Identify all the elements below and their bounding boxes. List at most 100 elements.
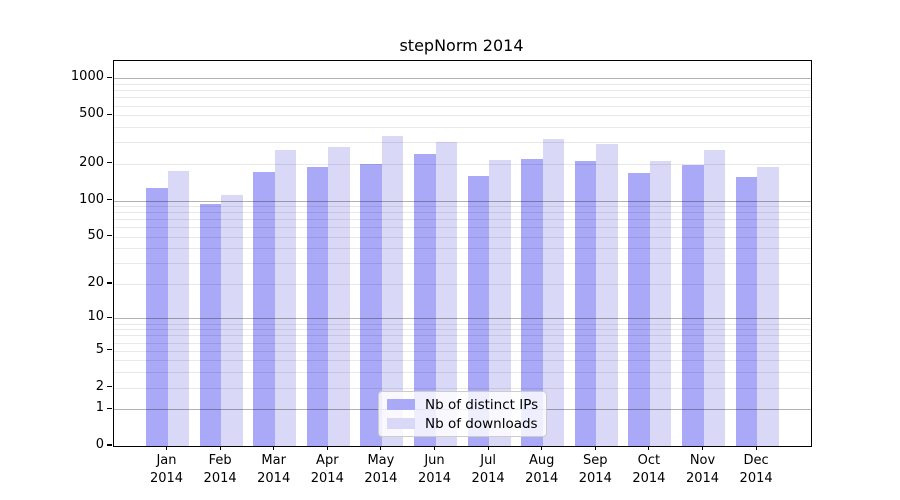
bar-downloads-jan xyxy=(167,170,189,446)
bar-downloads-jul xyxy=(489,160,511,446)
bar-downloads-dec xyxy=(757,166,779,446)
x-tick-mar xyxy=(273,446,275,450)
y-tick-label-100: 100 xyxy=(79,191,104,207)
bar-ips-apr xyxy=(306,167,329,446)
x-tick-label-dec: Dec 2014 xyxy=(739,453,773,486)
gridline-60 xyxy=(114,227,811,229)
bar-ips-oct xyxy=(628,172,650,446)
gridline-90 xyxy=(114,206,811,207)
bar-downloads-apr xyxy=(328,147,350,446)
gridline-3 xyxy=(114,372,811,374)
legend-label-distinct-ips: Nb of distinct IPs xyxy=(425,396,539,413)
y-tick-label-10: 10 xyxy=(87,309,104,325)
bar-downloads-may xyxy=(381,135,404,446)
y-tick-label-5: 5 xyxy=(95,341,104,357)
y-tick-label-2: 2 xyxy=(95,378,104,394)
x-tick-dec xyxy=(755,446,757,450)
gridline-5 xyxy=(114,350,811,352)
bar-ips-nov xyxy=(682,164,704,446)
x-tick-may xyxy=(380,446,382,450)
bar-ips-sep xyxy=(574,160,597,446)
gridline-50 xyxy=(114,236,811,238)
y-tick-1 xyxy=(107,407,112,409)
y-tick-500 xyxy=(107,113,112,115)
y-tick-label-1000: 1000 xyxy=(70,69,104,85)
x-tick-label-jan: Jan 2014 xyxy=(149,453,184,486)
gridline-6 xyxy=(114,342,811,344)
x-tick-jul xyxy=(487,446,489,450)
gridline-400 xyxy=(114,127,811,129)
y-tick-200 xyxy=(107,162,112,164)
bar-downloads-mar xyxy=(274,150,297,446)
y-tick-20 xyxy=(107,282,112,284)
gridline-300 xyxy=(114,142,811,144)
x-tick-label-feb: Feb 2014 xyxy=(203,453,237,486)
bar-downloads-jun xyxy=(435,141,457,446)
gridline-40 xyxy=(114,248,811,250)
bar-downloads-nov xyxy=(703,150,725,446)
x-tick-apr xyxy=(326,446,328,450)
x-tick-label-may: May 2014 xyxy=(364,453,398,486)
chart-title: stepNorm 2014 xyxy=(399,36,524,55)
legend-item-downloads: Nb of downloads xyxy=(387,416,538,432)
y-tick-10 xyxy=(107,316,112,318)
legend-swatch-distinct-ips xyxy=(387,399,415,410)
bar-downloads-sep xyxy=(596,144,618,446)
bar-ips-jun xyxy=(414,154,436,446)
gridline-80 xyxy=(114,212,811,214)
gridline-2 xyxy=(114,387,811,389)
bar-ips-jul xyxy=(467,176,490,446)
bar-ips-mar xyxy=(253,171,275,446)
x-tick-sep xyxy=(594,446,596,450)
gridline-9 xyxy=(114,323,811,325)
gridline-30 xyxy=(114,263,811,265)
x-tick-label-jun: Jun 2014 xyxy=(417,453,452,486)
gridline-1000 xyxy=(114,78,811,80)
x-tick-label-apr: Apr 2014 xyxy=(310,453,344,486)
gridline-8 xyxy=(114,329,811,331)
bar-ips-feb xyxy=(199,204,222,446)
gridline-100 xyxy=(114,200,811,202)
y-tick-label-0: 0 xyxy=(95,437,104,452)
plot-area xyxy=(113,60,812,447)
x-tick-jan xyxy=(165,446,168,450)
legend-swatch-downloads xyxy=(387,418,415,429)
gridline-600 xyxy=(114,105,811,107)
y-tick-100 xyxy=(107,198,112,201)
gridline-200 xyxy=(114,163,811,165)
gridline-4 xyxy=(114,360,811,362)
y-tick-label-1: 1 xyxy=(95,400,104,416)
bar-downloads-aug xyxy=(542,139,565,446)
gridline-70 xyxy=(114,219,811,221)
bar-ips-aug xyxy=(521,159,543,446)
y-tick-5 xyxy=(107,349,112,351)
x-tick-label-mar: Mar 2014 xyxy=(257,453,291,486)
y-tick-0 xyxy=(107,444,112,446)
gridline-7 xyxy=(114,335,811,337)
x-tick-aug xyxy=(541,446,543,450)
x-tick-label-nov: Nov 2014 xyxy=(685,453,720,486)
y-tick-label-500: 500 xyxy=(79,106,104,122)
legend: Nb of distinct IPs Nb of downloads xyxy=(378,391,547,437)
legend-label-downloads: Nb of downloads xyxy=(425,415,538,432)
gridline-10 xyxy=(114,318,811,320)
x-tick-nov xyxy=(701,446,704,450)
y-tick-2 xyxy=(107,386,112,388)
x-tick-jun xyxy=(433,446,436,450)
x-tick-label-aug: Aug 2014 xyxy=(525,453,559,486)
legend-item-distinct-ips: Nb of distinct IPs xyxy=(387,397,538,413)
bar-ips-may xyxy=(360,163,382,446)
gridline-700 xyxy=(114,97,811,99)
bar-downloads-oct xyxy=(649,160,672,446)
y-tick-1000 xyxy=(107,76,112,78)
x-tick-oct xyxy=(648,446,650,450)
y-tick-50 xyxy=(107,235,112,237)
bar-ips-jan xyxy=(146,187,168,446)
y-tick-label-50: 50 xyxy=(87,227,104,243)
x-tick-feb xyxy=(219,446,221,450)
gridline-500 xyxy=(114,115,811,117)
y-tick-label-200: 200 xyxy=(79,154,104,170)
x-tick-label-jul: Jul 2014 xyxy=(471,453,505,486)
y-tick-label-20: 20 xyxy=(87,275,104,290)
